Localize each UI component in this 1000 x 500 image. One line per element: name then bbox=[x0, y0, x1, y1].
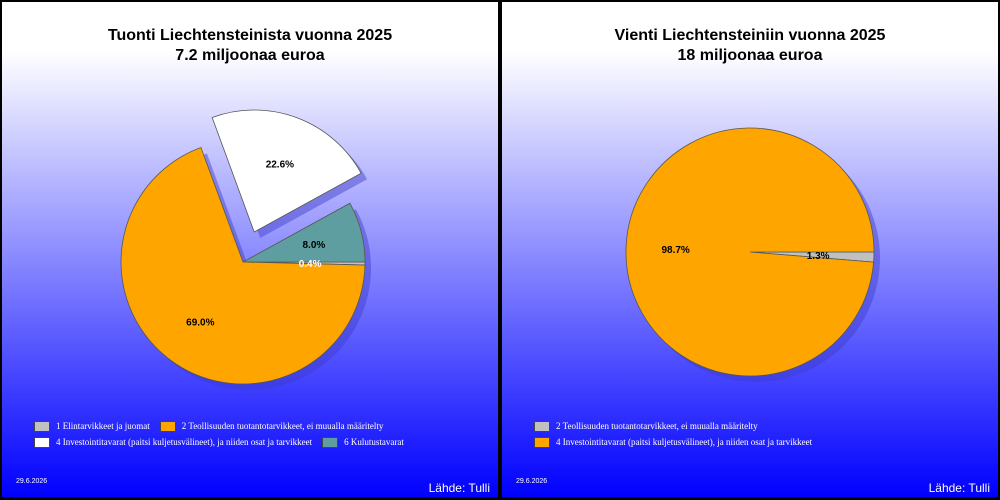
chart-title: Vienti Liechtensteiniin vuonna 2025 18 m… bbox=[502, 26, 998, 66]
pie-value-label: 1.3% bbox=[807, 251, 830, 262]
legend-label: 1 Elintarvikkeet ja juomat bbox=[56, 421, 150, 431]
legend-item: 2 Teollisuuden tuotantotarvikkeet, ei mu… bbox=[534, 420, 758, 432]
legend-swatch bbox=[34, 436, 50, 448]
chart-title-line: Tuonti Liechtensteinista vuonna 2025 bbox=[107, 27, 393, 44]
export-pie-chart: 1.3% 98.7% bbox=[625, 127, 880, 382]
chart-subtitle: 7.2 miljoonaa euroa bbox=[175, 47, 325, 64]
legend-item: 2 Teollisuuden tuotantotarvikkeet, ei mu… bbox=[159, 420, 384, 432]
legend-label: 2 Teollisuuden tuotantotarvikkeet, ei mu… bbox=[556, 421, 758, 431]
legend-label: 6 Kulutustavarat bbox=[344, 437, 404, 447]
pie-slice bbox=[625, 127, 875, 377]
legend-swatch bbox=[159, 420, 176, 432]
pie-value-label: 8.0% bbox=[303, 240, 326, 251]
legend-swatch bbox=[34, 420, 50, 432]
chart-source: Lähde: Tulli bbox=[428, 481, 490, 495]
pie-value-label: 98.7% bbox=[661, 245, 689, 256]
pie-value-label: 0.4% bbox=[299, 259, 322, 270]
legend-swatch bbox=[534, 436, 550, 448]
legend-item: 4 Investointitavarat (paitsi kuljetusväl… bbox=[34, 436, 313, 448]
chart-title-line: Vienti Liechtensteiniin vuonna 2025 bbox=[614, 27, 886, 44]
chart-subtitle: 18 miljoonaa euroa bbox=[677, 47, 823, 64]
import-pie-chart: 0.4% 8.0% 22.6% 69.0% bbox=[120, 109, 371, 390]
legend-swatch bbox=[322, 436, 339, 448]
chart-title: Tuonti Liechtensteinista vuonna 2025 7.2… bbox=[2, 26, 498, 66]
export-chart-panel: Vienti Liechtensteiniin vuonna 2025 18 m… bbox=[502, 2, 998, 497]
chart-date: 29.6.2026 bbox=[16, 478, 48, 485]
legend-label: 2 Teollisuuden tuotantotarvikkeet, ei mu… bbox=[181, 421, 384, 431]
import-chart-panel: Tuonti Liechtensteinista vuonna 2025 7.2… bbox=[2, 2, 498, 497]
chart-date: 29.6.2026 bbox=[516, 478, 548, 485]
pie-slice bbox=[120, 146, 366, 385]
pie-slice bbox=[211, 109, 362, 233]
legend-item: 4 Investointitavarat (paitsi kuljetusväl… bbox=[534, 436, 813, 448]
pie-value-label: 22.6% bbox=[266, 159, 294, 170]
legend-item: 6 Kulutustavarat bbox=[322, 436, 404, 448]
import-legend: 1 Elintarvikkeet ja juomat 2 Teollisuude… bbox=[34, 418, 474, 450]
chart-source: Lähde: Tulli bbox=[928, 481, 990, 495]
legend-label: 4 Investointitavarat (paitsi kuljetusväl… bbox=[56, 437, 313, 447]
export-legend: 2 Teollisuuden tuotantotarvikkeet, ei mu… bbox=[534, 418, 974, 450]
pie-slice bbox=[242, 202, 366, 263]
legend-swatch bbox=[534, 420, 550, 432]
legend-label: 4 Investointitavarat (paitsi kuljetusväl… bbox=[556, 437, 813, 447]
legend-item: 1 Elintarvikkeet ja juomat bbox=[34, 420, 150, 432]
pie-value-label: 69.0% bbox=[186, 317, 214, 328]
